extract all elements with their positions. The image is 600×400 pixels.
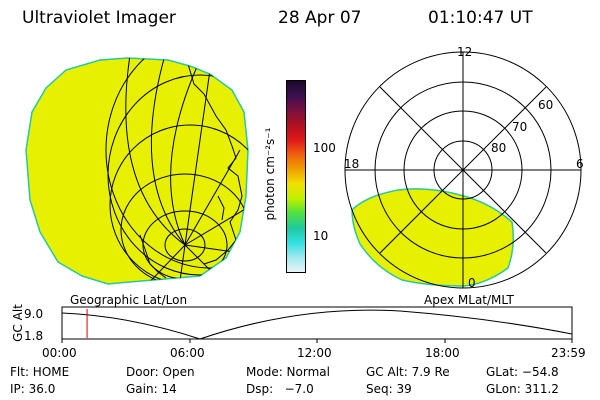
altitude-xtick-0600: 06:00 [170,346,205,360]
info-flt: Flt: HOME [10,365,70,379]
time-label: 01:10:47 UT [428,8,533,28]
polar-ring-label-60: 60 [538,98,554,112]
info-gc-alt: GC Alt: 7.9 Re [366,365,450,379]
polar-label-18: 18 [344,157,360,171]
altitude-plot [61,306,573,343]
info-door: Door: Open [126,365,195,379]
info-dsp: Dsp: −7.0 [246,382,314,396]
altitude-xtick-2359: 23:59 [551,346,586,360]
altitude-ytick-high: 9.0 [24,307,44,321]
polar-ring-label-70: 70 [512,120,528,134]
polar-ring-label-80: 80 [491,141,507,155]
polar-label-12: 12 [457,45,473,59]
altitude-xtick-1800: 18:00 [425,346,460,360]
info-glon: GLon: 311.2 [486,382,559,396]
intensity-colorbar [286,80,306,273]
info-mode: Mode: Normal [246,365,330,379]
altitude-xtick-1200: 12:00 [297,346,332,360]
polar-plot [344,51,582,289]
geographic-image [25,57,249,285]
instrument-title: Ultraviolet Imager [22,8,176,28]
info-glat: GLat: −54.8 [486,365,559,379]
colorbar-units-label: photon cm⁻²s⁻¹ [263,127,277,221]
polar-diag-2 [379,86,547,254]
polar-image-fill [351,188,515,287]
polar-label-0: 0 [468,276,476,290]
earth-disk-image [25,57,249,285]
info-gain: Gain: 14 [126,382,177,396]
polar-label-6: 6 [576,157,584,171]
altitude-ylabel: GC Alt [11,304,25,342]
left-panel-label: Geographic Lat/Lon [70,293,188,307]
right-panel-label: Apex MLat/MLT [424,293,514,307]
altitude-ytick-low: 1.8 [24,329,44,343]
colorbar-tick-10: 10 [313,229,329,243]
date-label: 28 Apr 07 [278,8,362,28]
altitude-xtick-0000: 00:00 [42,346,77,360]
info-ip: IP: 36.0 [10,382,56,396]
geographic-grid [105,58,248,284]
colorbar-tick-100: 100 [313,141,336,155]
info-seq: Seq: 39 [366,382,412,396]
altitude-curve [61,309,573,340]
